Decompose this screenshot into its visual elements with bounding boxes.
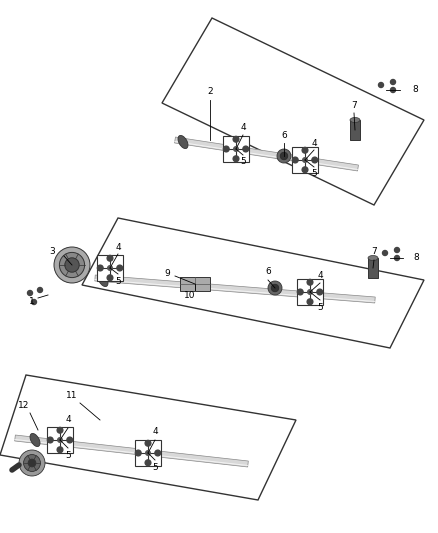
Circle shape [47,437,53,443]
Circle shape [57,427,63,433]
Circle shape [233,156,239,161]
Circle shape [155,450,161,456]
Circle shape [243,146,249,152]
Circle shape [146,451,150,455]
Circle shape [271,284,279,292]
Circle shape [38,287,42,293]
Bar [368,258,378,278]
Text: 5: 5 [317,303,323,311]
Text: 6: 6 [265,266,271,276]
Ellipse shape [98,273,108,287]
Circle shape [234,147,238,151]
Text: 2: 2 [207,87,213,96]
Text: 4: 4 [240,124,246,133]
Bar [350,120,360,140]
Circle shape [317,289,323,295]
Circle shape [382,251,388,255]
Circle shape [60,253,85,278]
Bar [47,427,73,453]
Circle shape [28,290,32,295]
Circle shape [108,266,112,270]
Circle shape [65,258,79,272]
Polygon shape [14,435,248,467]
Circle shape [308,290,312,294]
Circle shape [233,136,239,142]
Text: 8: 8 [412,85,418,94]
Circle shape [107,255,113,261]
Circle shape [19,450,45,476]
Text: 4: 4 [311,139,317,148]
Circle shape [145,460,151,466]
Bar [135,440,161,466]
Text: 9: 9 [164,270,170,279]
Ellipse shape [178,135,188,149]
Text: 4: 4 [317,271,323,280]
Circle shape [312,157,318,163]
Text: 7: 7 [351,101,357,109]
Circle shape [58,438,62,442]
Text: 5: 5 [311,169,317,179]
Circle shape [32,300,36,304]
Circle shape [97,265,103,271]
Circle shape [277,149,291,163]
Circle shape [145,440,151,446]
Circle shape [307,299,313,305]
Circle shape [395,255,399,261]
Circle shape [293,157,298,163]
Text: 7: 7 [371,247,377,256]
Ellipse shape [350,117,360,123]
Text: 12: 12 [18,401,30,410]
Circle shape [302,148,308,153]
Circle shape [57,447,63,453]
Text: 5: 5 [152,463,158,472]
Circle shape [395,247,399,253]
Circle shape [391,79,396,85]
Text: 11: 11 [66,391,78,400]
Bar [297,279,323,305]
Text: 3: 3 [49,246,55,255]
Text: 5: 5 [65,450,71,459]
Polygon shape [175,137,358,171]
Text: 8: 8 [413,254,419,262]
Text: 4: 4 [65,416,71,424]
Ellipse shape [30,433,40,447]
Text: 6: 6 [281,131,287,140]
Circle shape [268,281,282,295]
Circle shape [297,289,303,295]
Bar [292,147,318,173]
Circle shape [54,247,90,283]
Bar [223,136,249,162]
Circle shape [223,146,229,152]
Circle shape [67,437,73,443]
Circle shape [302,167,308,173]
Circle shape [107,275,113,280]
Polygon shape [95,275,375,303]
Circle shape [135,450,141,456]
Ellipse shape [368,255,378,261]
Text: 4: 4 [115,243,121,252]
Circle shape [280,152,288,160]
Text: 10: 10 [184,290,196,300]
Circle shape [24,455,40,472]
Text: 5: 5 [240,157,246,166]
Circle shape [117,265,123,271]
Circle shape [391,87,396,93]
Bar [97,255,123,281]
Text: 1: 1 [29,297,35,306]
Circle shape [307,279,313,285]
Circle shape [303,158,307,162]
Circle shape [28,459,36,467]
Bar [180,277,210,291]
Circle shape [378,83,384,87]
Text: 5: 5 [115,277,121,286]
Text: 4: 4 [152,427,158,437]
